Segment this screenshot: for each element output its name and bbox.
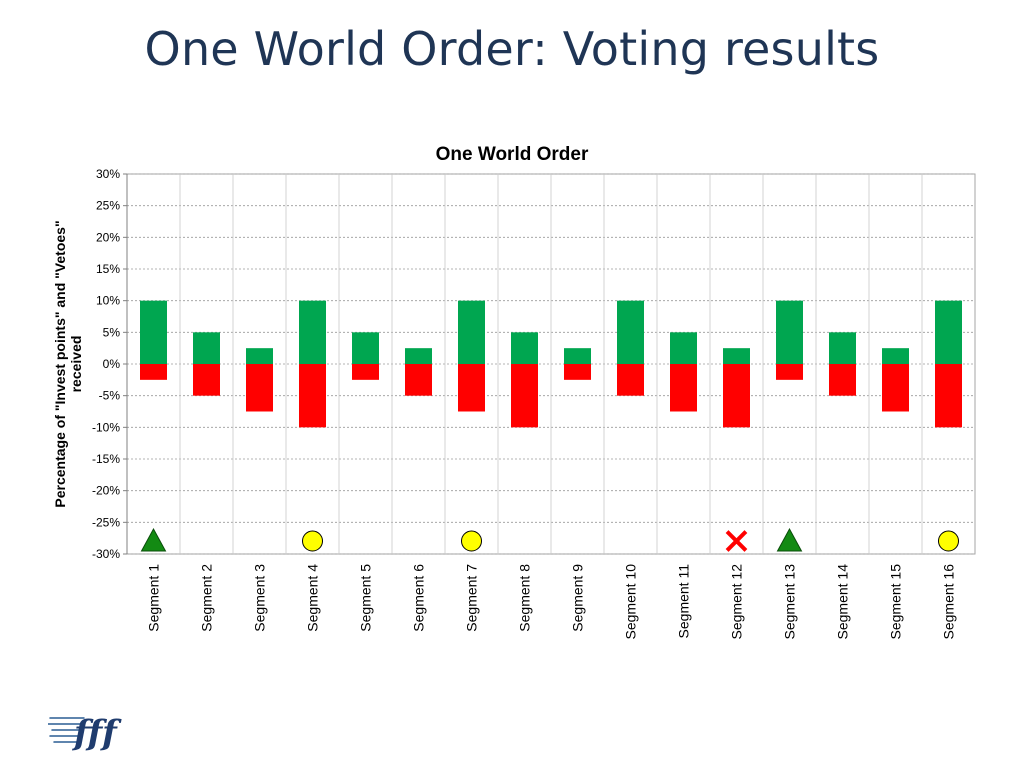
logo-text: fff (72, 713, 122, 753)
y-tick-label: 25% (96, 199, 120, 213)
circle-marker (938, 530, 959, 552)
bar-invest (829, 332, 856, 364)
x-category-label: Segment 9 (570, 564, 586, 632)
x-category-label: Segment 16 (941, 564, 957, 640)
bar-invest (405, 348, 432, 364)
bar-veto (140, 364, 167, 380)
bar-invest (617, 300, 644, 364)
x-category-label: Segment 6 (411, 564, 427, 632)
triangle-marker (140, 527, 167, 552)
x-category-label: Segment 14 (835, 564, 851, 640)
y-tick-label: -20% (92, 484, 120, 498)
bar-veto (617, 364, 644, 396)
bar-veto (564, 364, 591, 380)
y-axis-title: Percentage of "Invest points" and "Vetoe… (52, 220, 84, 507)
circle-marker (302, 530, 323, 552)
y-tick-label: -10% (92, 420, 120, 434)
triangle-marker (776, 527, 803, 552)
x-category-label: Segment 5 (358, 564, 374, 632)
chart: One World Order 30% 25% 20% 15% 10% 5% 0% -5% -1… (52, 144, 976, 640)
x-category-label: Segment 7 (464, 564, 480, 632)
y-tick-label: 20% (96, 230, 120, 244)
company-logo: fff (48, 713, 122, 753)
bar-invest (193, 332, 220, 364)
bar-invest (246, 348, 273, 364)
bar-veto (829, 364, 856, 396)
bar-veto (352, 364, 379, 380)
bar-veto (935, 364, 962, 428)
x-category-label: Segment 11 (676, 564, 692, 639)
y-tick-label: -30% (92, 547, 120, 561)
bar-invest (458, 300, 485, 364)
circle-marker (461, 530, 482, 552)
y-tick-label: -15% (92, 452, 120, 466)
y-tick-label: -5% (99, 389, 121, 403)
x-category-label: Segment 8 (517, 564, 533, 632)
bar-invest (670, 332, 697, 364)
y-tick-label: 0% (103, 357, 121, 371)
slide-title: One World Order: Voting results (144, 22, 880, 76)
y-tick-label: -25% (92, 515, 120, 529)
x-category-label: Segment 12 (729, 564, 745, 640)
bar-veto (405, 364, 432, 396)
bar-veto (882, 364, 909, 412)
bar-veto (776, 364, 803, 380)
cross-marker (725, 530, 748, 552)
x-category-label: Segment 2 (199, 564, 215, 632)
bar-invest (140, 300, 167, 364)
bar-veto (299, 364, 326, 428)
bar-invest (723, 348, 750, 364)
x-category-label: Segment 10 (623, 564, 639, 640)
bar-invest (776, 300, 803, 364)
bar-invest (935, 300, 962, 364)
y-tick-label: 15% (96, 262, 120, 276)
bar-veto (193, 364, 220, 396)
x-category-label: Segment 15 (888, 564, 904, 640)
y-tick-label: 5% (103, 325, 121, 339)
y-tick-label: 10% (96, 294, 120, 308)
x-category-label: Segment 13 (782, 564, 798, 640)
x-category-label: Segment 1 (146, 564, 162, 632)
x-category-label: Segment 4 (305, 564, 321, 632)
bar-veto (246, 364, 273, 412)
bar-veto (511, 364, 538, 428)
bar-veto (723, 364, 750, 428)
x-category-label: Segment 3 (252, 564, 268, 632)
cross-stroke (725, 530, 748, 552)
bar-invest (882, 348, 909, 364)
bar-invest (299, 300, 326, 364)
bar-invest (564, 348, 591, 364)
bar-veto (458, 364, 485, 412)
bar-invest (511, 332, 538, 364)
y-tick-label: 30% (96, 167, 120, 181)
bar-veto (670, 364, 697, 412)
chart-title: One World Order (436, 144, 589, 165)
bar-invest (352, 332, 379, 364)
